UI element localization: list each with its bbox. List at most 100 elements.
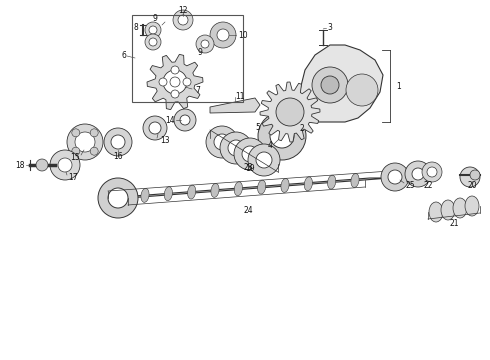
Polygon shape xyxy=(260,82,320,142)
Text: 12: 12 xyxy=(178,5,188,14)
Text: 6: 6 xyxy=(121,50,126,59)
Text: 10: 10 xyxy=(238,31,247,40)
Circle shape xyxy=(196,35,214,53)
Ellipse shape xyxy=(258,180,266,194)
Circle shape xyxy=(256,152,272,168)
Circle shape xyxy=(90,147,98,155)
Ellipse shape xyxy=(441,200,455,220)
Ellipse shape xyxy=(429,202,443,222)
Text: 18: 18 xyxy=(16,161,25,170)
Circle shape xyxy=(242,146,258,162)
Text: 16: 16 xyxy=(113,152,123,161)
Circle shape xyxy=(381,163,409,191)
Circle shape xyxy=(427,167,437,177)
Circle shape xyxy=(220,132,252,164)
Text: 13: 13 xyxy=(160,135,170,144)
Text: 19: 19 xyxy=(245,163,255,172)
Ellipse shape xyxy=(351,174,359,188)
Circle shape xyxy=(206,126,238,158)
Text: 14: 14 xyxy=(166,116,175,125)
Circle shape xyxy=(163,70,187,94)
Circle shape xyxy=(277,99,303,125)
Circle shape xyxy=(108,188,128,208)
Ellipse shape xyxy=(211,184,219,197)
Polygon shape xyxy=(108,178,390,198)
Circle shape xyxy=(149,38,157,46)
Text: 9: 9 xyxy=(197,48,202,57)
Polygon shape xyxy=(295,45,383,122)
Circle shape xyxy=(36,159,48,171)
Text: 11: 11 xyxy=(235,91,245,100)
Ellipse shape xyxy=(281,179,289,192)
Ellipse shape xyxy=(465,196,479,216)
Ellipse shape xyxy=(453,198,467,218)
Circle shape xyxy=(276,98,304,126)
Ellipse shape xyxy=(328,175,336,189)
Text: 1: 1 xyxy=(396,81,401,90)
Text: 4: 4 xyxy=(267,140,272,149)
Circle shape xyxy=(346,74,378,106)
Circle shape xyxy=(173,10,193,30)
Ellipse shape xyxy=(188,185,196,199)
Ellipse shape xyxy=(141,188,149,202)
Circle shape xyxy=(312,67,348,103)
Text: 5: 5 xyxy=(255,122,260,131)
Text: 23: 23 xyxy=(243,162,253,171)
Text: 24: 24 xyxy=(243,206,253,215)
Circle shape xyxy=(214,134,230,150)
Text: 21: 21 xyxy=(449,219,459,228)
Circle shape xyxy=(143,116,167,140)
Circle shape xyxy=(234,138,266,170)
Text: 8: 8 xyxy=(133,23,138,32)
Circle shape xyxy=(321,76,339,94)
Ellipse shape xyxy=(164,187,172,201)
Circle shape xyxy=(470,170,480,180)
Circle shape xyxy=(460,167,480,187)
Circle shape xyxy=(145,34,161,50)
Circle shape xyxy=(170,77,180,87)
Circle shape xyxy=(412,168,424,180)
Text: 25: 25 xyxy=(405,180,415,189)
Circle shape xyxy=(201,40,209,48)
Circle shape xyxy=(183,78,191,86)
Circle shape xyxy=(90,129,98,137)
Text: 9: 9 xyxy=(152,14,157,23)
Polygon shape xyxy=(147,54,203,110)
Circle shape xyxy=(270,124,294,148)
Text: 3: 3 xyxy=(327,23,332,32)
Circle shape xyxy=(104,128,132,156)
Circle shape xyxy=(72,129,80,137)
Circle shape xyxy=(159,78,167,86)
Ellipse shape xyxy=(304,177,313,191)
Circle shape xyxy=(67,124,103,160)
Circle shape xyxy=(210,22,236,48)
Text: 17: 17 xyxy=(68,172,77,181)
Circle shape xyxy=(58,158,72,172)
Circle shape xyxy=(228,140,244,156)
Circle shape xyxy=(422,162,442,182)
Circle shape xyxy=(248,144,280,176)
Circle shape xyxy=(174,109,196,131)
Circle shape xyxy=(98,178,138,218)
Circle shape xyxy=(217,29,229,41)
Circle shape xyxy=(149,26,157,34)
Circle shape xyxy=(50,150,80,180)
Circle shape xyxy=(111,135,125,149)
Text: 2: 2 xyxy=(299,123,304,132)
Circle shape xyxy=(149,122,161,134)
Circle shape xyxy=(145,22,161,38)
Circle shape xyxy=(171,90,179,98)
Bar xyxy=(132,15,243,102)
Text: 15: 15 xyxy=(71,153,80,162)
Text: 7: 7 xyxy=(195,86,200,95)
Text: 22: 22 xyxy=(423,180,433,189)
Circle shape xyxy=(178,15,188,25)
Text: 20: 20 xyxy=(467,180,477,189)
Circle shape xyxy=(171,66,179,74)
Circle shape xyxy=(75,132,95,152)
Ellipse shape xyxy=(234,182,243,196)
Circle shape xyxy=(405,161,431,187)
Circle shape xyxy=(388,170,402,184)
Circle shape xyxy=(180,115,190,125)
Circle shape xyxy=(258,112,306,160)
